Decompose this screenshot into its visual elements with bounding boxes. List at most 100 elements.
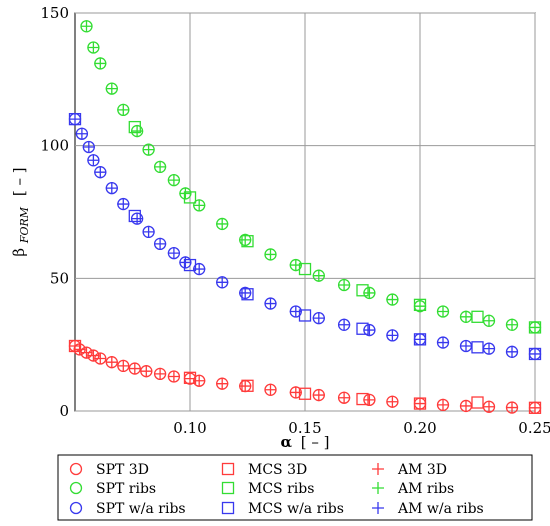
plus-point <box>414 333 426 346</box>
plus-point <box>87 41 100 54</box>
plus-point <box>264 248 277 261</box>
square-point <box>356 284 369 297</box>
y-axis-label: β FORM [ – ] <box>10 167 32 256</box>
legend-entry: SPT w/a ribs <box>69 501 186 517</box>
plus-point <box>460 399 472 412</box>
plus-point <box>167 370 180 383</box>
square-point <box>298 387 312 400</box>
plus-point <box>338 318 351 331</box>
square-point <box>356 322 369 335</box>
plus-point <box>154 237 167 250</box>
series-am-ribs <box>80 20 541 334</box>
plus-point <box>312 269 325 282</box>
plus-point <box>193 374 206 387</box>
series-am-w-a-ribs <box>69 113 541 360</box>
legend-label: SPT ribs <box>96 481 156 497</box>
plus-point <box>117 198 130 211</box>
legend-items: SPT 3D MCS 3D AM 3D SPT ribs MCS ribs AM ribs… <box>69 462 484 517</box>
plus-point <box>289 386 302 399</box>
plus-point <box>460 339 472 352</box>
plus-point <box>105 356 118 369</box>
plus-point <box>289 259 302 272</box>
legend-plus-icon <box>372 482 384 494</box>
legend-entry: MCS w/a ribs <box>221 501 344 517</box>
plus-point <box>529 401 541 414</box>
legend-entry: SPT ribs <box>69 481 156 497</box>
square-point <box>298 309 312 322</box>
x-tick-labels: 0.10 0.15 0.20 0.25 <box>173 419 550 437</box>
square-point <box>128 120 141 134</box>
legend-label: MCS ribs <box>248 481 314 497</box>
plus-point <box>94 352 107 365</box>
legend-square-icon <box>221 501 235 515</box>
plus-point <box>506 345 518 358</box>
plus-point <box>414 300 426 313</box>
plus-point <box>386 329 399 342</box>
square-point <box>298 262 312 276</box>
plus-point <box>483 400 495 413</box>
legend-plus-icon <box>372 502 384 514</box>
plus-point <box>82 140 95 153</box>
legend-circle-icon <box>69 501 83 515</box>
legend-circle-icon <box>69 481 83 495</box>
x-tick-label: 0.10 <box>173 419 206 437</box>
plus-point <box>239 233 252 246</box>
legend-entry: AM ribs <box>372 481 454 497</box>
legend-entry: AM w/a ribs <box>372 501 484 517</box>
plus-point <box>128 362 141 375</box>
legend-entry: AM 3D <box>372 462 447 478</box>
plus-point <box>239 286 252 299</box>
y-axis-symbol: β <box>10 248 28 257</box>
x-tick-label: 0.20 <box>403 419 436 437</box>
plus-point <box>154 160 167 173</box>
data-marks <box>68 20 542 414</box>
y-tick-label: 50 <box>50 269 69 287</box>
plus-point <box>437 336 449 349</box>
plus-point <box>312 312 325 325</box>
plus-point <box>73 343 86 356</box>
legend-circle-icon <box>69 462 83 476</box>
plus-point <box>117 103 130 116</box>
plus-point <box>179 187 192 200</box>
plus-point <box>264 297 277 310</box>
legend-entry: SPT 3D <box>69 462 149 478</box>
plus-point <box>117 359 130 372</box>
plus-point <box>75 127 88 140</box>
y-axis-unit: [ – ] <box>10 167 28 196</box>
plus-point <box>216 377 229 390</box>
plus-point <box>80 20 93 33</box>
plus-point <box>437 398 449 411</box>
plus-point <box>131 125 144 138</box>
plus-point <box>94 57 107 70</box>
legend-square-icon <box>221 462 235 476</box>
plus-point <box>338 278 351 291</box>
legend-plus-icon <box>372 463 384 475</box>
plus-point <box>506 318 518 331</box>
y-tick-label: 0 <box>59 402 69 420</box>
plus-point <box>69 113 81 126</box>
legend-entry: MCS 3D <box>221 462 307 478</box>
square-point <box>241 235 254 248</box>
plus-point <box>154 367 167 380</box>
x-axis-label: α [ – ] <box>280 433 329 451</box>
plus-point <box>529 321 541 334</box>
plus-point <box>80 346 93 359</box>
square-point <box>471 396 484 409</box>
plus-point <box>142 225 155 238</box>
y-tick-label: 100 <box>40 137 69 155</box>
legend-label: SPT 3D <box>96 462 149 478</box>
plus-point <box>312 389 325 402</box>
plus-point <box>483 342 495 355</box>
plus-point <box>529 347 541 360</box>
series-am-3d <box>69 339 541 414</box>
y-tick-label: 150 <box>40 4 69 22</box>
x-axis-unit: [ – ] <box>301 433 330 451</box>
plus-point <box>460 310 472 323</box>
square-point <box>183 258 197 272</box>
plus-point <box>105 182 118 195</box>
square-point <box>183 191 197 204</box>
legend-square-icon <box>221 481 235 495</box>
plus-point <box>216 276 229 289</box>
plus-point <box>142 143 155 156</box>
plus-point <box>239 380 252 393</box>
